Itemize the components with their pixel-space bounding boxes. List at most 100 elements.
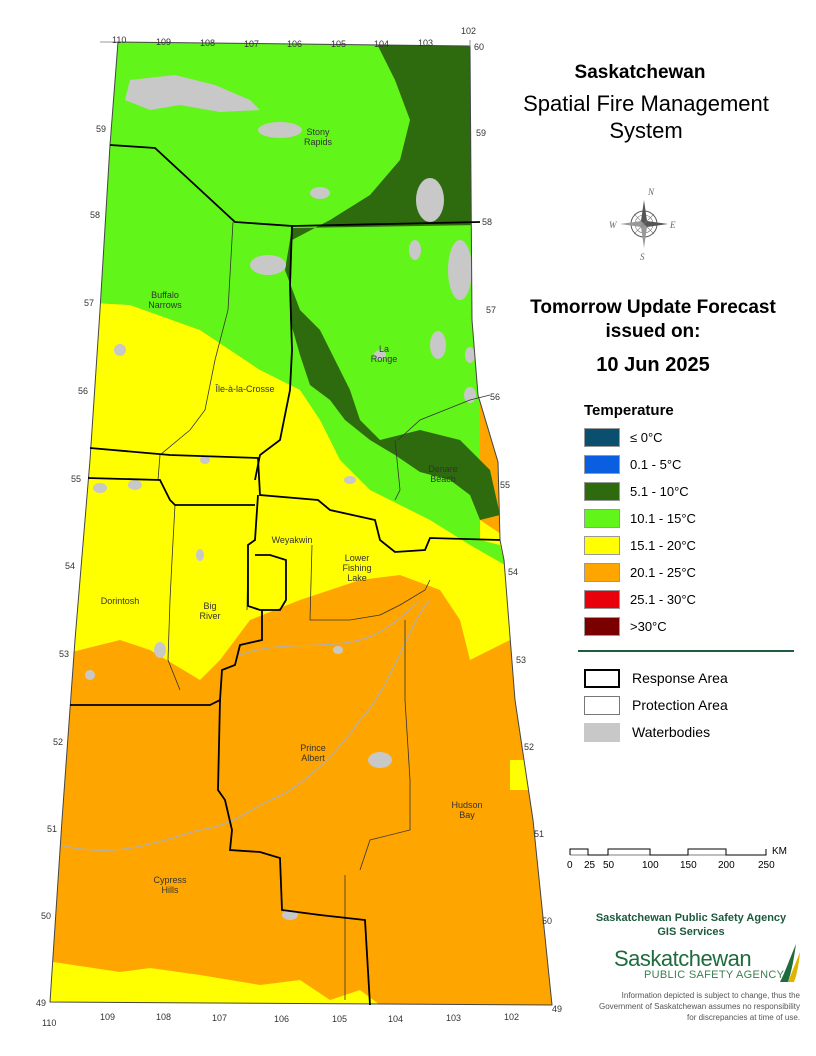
lon-label-top: 105: [331, 39, 347, 49]
agency-logo-subtext: PUBLIC SAFETY AGENCY: [644, 969, 785, 981]
lat-label-left: 58: [90, 210, 101, 220]
legend-swatch: [584, 481, 620, 501]
legend-label: 5.1 - 10°C: [630, 483, 689, 499]
lat-label-right: 52: [524, 742, 535, 752]
scale-tick: 250: [758, 860, 775, 871]
lon-label-bottom: 103: [446, 1013, 462, 1023]
lon-label-bottom: 107: [212, 1013, 228, 1023]
scale-tick: 50: [603, 860, 615, 871]
legend-swatch: [584, 616, 620, 636]
disclaimer: Information depicted is subject to chang…: [599, 991, 800, 1022]
lon-label-top: 103: [418, 38, 434, 48]
svg-text:N: N: [647, 187, 655, 197]
legend-label: ≤ 0°C: [630, 429, 663, 445]
legend-item-waterbodies: Waterbodies: [584, 721, 710, 743]
legend-item: 25.1 - 30°C: [584, 589, 696, 609]
lat-label-left: 56: [78, 386, 89, 396]
lat-label-left: 54: [65, 561, 76, 571]
title-system: Spatial Fire Management System: [523, 91, 769, 143]
lon-label-top: 109: [156, 37, 172, 47]
lat-label-right: 50: [542, 916, 553, 926]
zone-5-10: [285, 42, 500, 520]
lon-label-bottom: 109: [100, 1012, 116, 1022]
lon-label-bottom: 106: [274, 1014, 290, 1024]
rivers: [59, 599, 431, 851]
lon-label-top: 106: [287, 39, 303, 49]
legend-label: 20.1 - 25°C: [630, 564, 696, 580]
place-label: Lower Fishing Lake: [342, 553, 372, 583]
zone-15-20: [50, 300, 510, 680]
lat-label-right: 51: [534, 829, 545, 839]
legend-item: >30°C: [584, 616, 667, 636]
legend-swatch: [584, 508, 620, 528]
agency-name: Saskatchewan Public Safety Agency: [595, 912, 787, 924]
legend-label: 0.1 - 5°C: [630, 456, 682, 472]
place-label: La Ronge: [370, 344, 398, 364]
zone-10-15: [50, 42, 505, 565]
legend-swatch: [584, 562, 620, 582]
scale-unit: KM: [772, 846, 787, 857]
lat-label-left: 59: [96, 124, 107, 134]
temperature-zones: [50, 42, 552, 1005]
place-label: Hudson Bay: [451, 800, 483, 820]
forecast-date: 10 Jun 2025: [596, 354, 710, 376]
agency-dept: GIS Services: [657, 926, 725, 938]
graticule-ticks: [100, 40, 471, 47]
lat-label-right: 55: [500, 480, 511, 490]
legend-divider: [578, 650, 794, 652]
legend-swatch: [584, 589, 620, 609]
lat-label-right: 57: [486, 305, 497, 315]
svg-text:E: E: [669, 220, 676, 230]
scale-tick: 150: [680, 860, 697, 871]
lat-label-left: 53: [59, 649, 70, 659]
place-label: Denare Beach: [428, 464, 458, 484]
legend-item-protection-area: Protection Area: [584, 694, 728, 716]
lat-label-right: 60: [474, 42, 485, 52]
place-label: Cypress Hills: [153, 875, 187, 895]
province-outline: [49, 41, 553, 1006]
place-label: Prince Albert: [300, 743, 326, 763]
lat-label-right: 54: [508, 567, 519, 577]
lat-label-left: 55: [71, 474, 82, 484]
place-label: Île-à-la-Crosse: [215, 384, 275, 394]
lon-label-top: 102: [461, 26, 477, 36]
legend-item-response-area: Response Area: [584, 667, 728, 689]
place-label: Weyakwin: [271, 535, 313, 545]
legend-item: ≤ 0°C: [584, 427, 663, 447]
lat-label-left: 50: [41, 911, 52, 921]
lon-label-bottom: 110: [42, 1018, 57, 1028]
agency-logo-text: Saskatchewan: [614, 946, 752, 971]
legend-item: 5.1 - 10°C: [584, 481, 689, 501]
lat-label-right: 59: [476, 128, 487, 138]
lon-label-top: 107: [244, 39, 260, 49]
title-province: Saskatchewan: [574, 62, 706, 83]
lat-label-left: 49: [36, 998, 47, 1008]
lat-label-right: 56: [490, 392, 501, 402]
scale-tick: 100: [642, 860, 659, 871]
lon-label-bottom: 104: [388, 1014, 404, 1024]
scale-bar: KM 0 25 50 100 150 200 250: [566, 843, 787, 877]
legend-item: 0.1 - 5°C: [584, 454, 681, 474]
lon-label-bottom: 102: [504, 1012, 520, 1022]
legend-item: 15.1 - 20°C: [584, 535, 696, 555]
place-label: Dorintosh: [100, 596, 140, 606]
scale-tick: 200: [718, 860, 735, 871]
lon-label-top: 104: [374, 39, 390, 49]
lon-label-top: 108: [200, 38, 216, 48]
legend-item: 20.1 - 25°C: [584, 562, 696, 582]
legend-swatch: [584, 427, 620, 447]
lat-label-right: 58: [482, 217, 493, 227]
lon-label-bottom: 105: [332, 1014, 348, 1024]
place-label: Big River: [199, 601, 221, 621]
lon-label-bottom: 108: [156, 1012, 172, 1022]
lat-label-left: 57: [84, 298, 95, 308]
legend-label: 25.1 - 30°C: [630, 591, 696, 607]
legend-label: >30°C: [630, 618, 667, 634]
agency-logo-icon: [780, 944, 800, 982]
legend-label: 15.1 - 20°C: [630, 537, 696, 553]
lon-label-top: 110: [112, 35, 127, 45]
legend-swatch: [584, 535, 620, 555]
place-label: Buffalo Narrows: [148, 290, 182, 310]
forecast-heading: Tomorrow Update Forecast issued on:: [530, 297, 776, 342]
